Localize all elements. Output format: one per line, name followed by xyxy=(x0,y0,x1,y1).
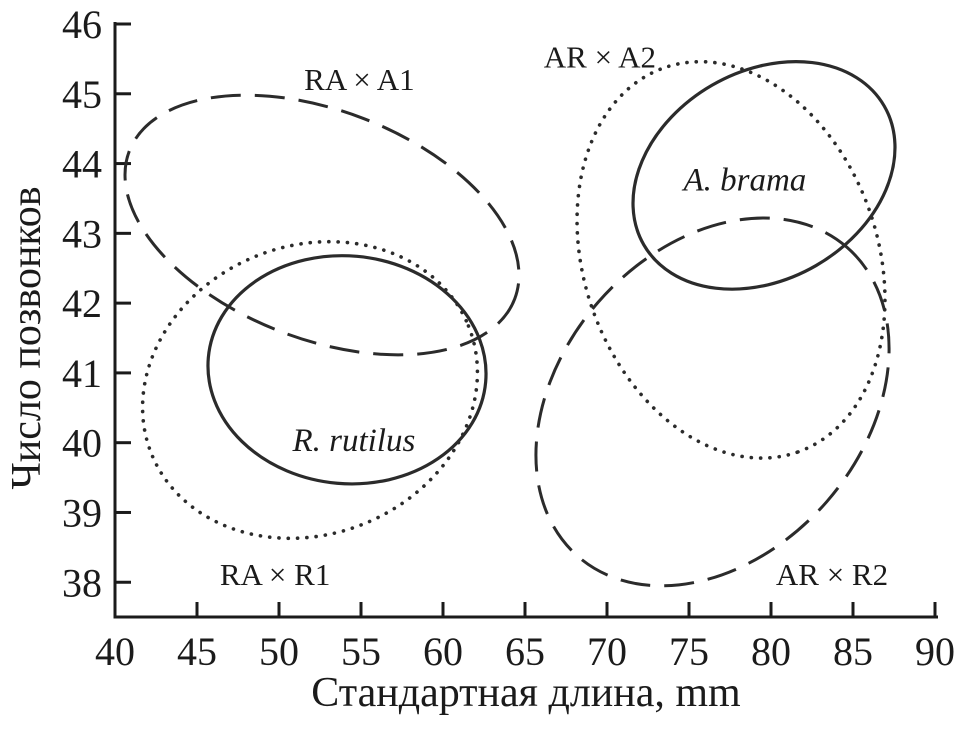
ellipse-ar-r2 xyxy=(534,216,891,588)
x-tick-label-70: 70 xyxy=(587,629,627,674)
y-tick-label-40: 40 xyxy=(62,421,102,466)
ellipse-r-rutilus xyxy=(206,254,488,486)
y-tick-label-42: 42 xyxy=(62,281,102,326)
y-tick-label-43: 43 xyxy=(62,211,102,256)
x-tick-label-65: 65 xyxy=(505,629,545,674)
x-tick-label-75: 75 xyxy=(669,629,709,674)
curve-labels: RA × A1 RA × R1 R. rutilus AR × A2 A. brama A… xyxy=(220,40,888,592)
x-tick-label-50: 50 xyxy=(259,629,299,674)
axes: 38 39 40 41 42 43 44 45 46 40 45 50 55 60 65 70 75 80 85 90 xyxy=(62,2,955,674)
x-tick-label-45: 45 xyxy=(177,629,217,674)
y-tick-label-46: 46 xyxy=(62,2,102,47)
curve-label-ar-a2: AR × A2 xyxy=(544,40,656,75)
x-tick-label-80: 80 xyxy=(751,629,791,674)
y-tick-label-39: 39 xyxy=(62,490,102,535)
x-tick-label-40: 40 xyxy=(95,629,135,674)
x-tick-label-55: 55 xyxy=(341,629,381,674)
ellipse-ra-r1 xyxy=(140,239,480,541)
y-axis-title: Число позвонков xyxy=(4,186,50,489)
x-tick-label-90: 90 xyxy=(915,629,955,674)
y-tick-label-45: 45 xyxy=(62,72,102,117)
curve-label-r-rutilus: R. rutilus xyxy=(291,423,415,459)
ellipse-a-brama xyxy=(631,60,897,291)
x-tick-label-85: 85 xyxy=(833,629,873,674)
y-tick-label-44: 44 xyxy=(62,142,102,187)
curve-label-ar-r2: AR × R2 xyxy=(776,557,888,592)
x-axis-title: Стандартная длина, mm xyxy=(311,670,741,716)
curve-label-ra-a1: RA × A1 xyxy=(304,62,415,97)
y-tick-label-41: 41 xyxy=(62,351,102,396)
ellipse-curves xyxy=(123,59,897,588)
x-tick-label-60: 60 xyxy=(423,629,463,674)
y-tick-label-38: 38 xyxy=(62,560,102,605)
curve-label-a-brama: A. brama xyxy=(681,162,806,198)
ellipse-ar-a2 xyxy=(575,59,887,460)
ellipse-ra-a1 xyxy=(123,93,521,357)
curve-label-ra-r1: RA × R1 xyxy=(220,557,331,592)
